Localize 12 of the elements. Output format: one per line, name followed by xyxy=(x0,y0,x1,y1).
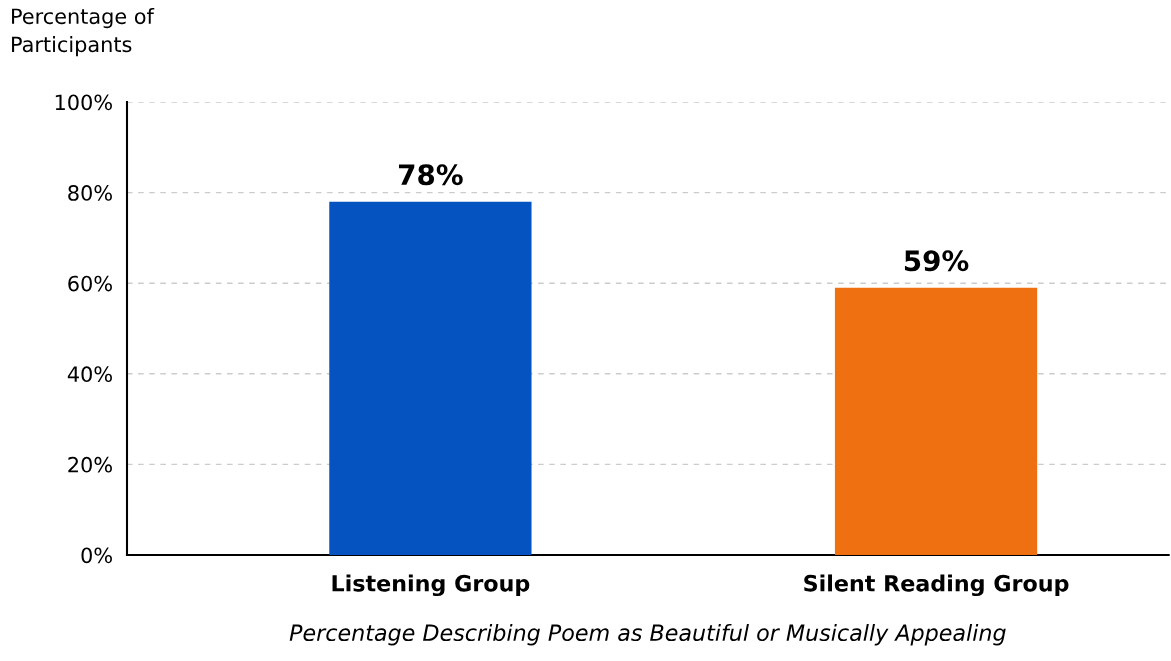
y-tick-label: 0% xyxy=(81,547,112,564)
y-axis-title: Percentage of Participants xyxy=(12,8,155,57)
data-label: 78% xyxy=(399,164,463,186)
y-tick-label: 60% xyxy=(68,275,112,292)
x-axis-title: Percentage Describing Poem as Beautiful or Musically Appealing xyxy=(289,623,1006,646)
y-tick-label: 80% xyxy=(68,185,112,201)
y-tick-label: 100% xyxy=(55,94,112,111)
x-tick-label: Silent Reading Group xyxy=(804,574,1069,597)
data-label: 59% xyxy=(904,250,969,272)
x-tick-label: Listening Group xyxy=(332,574,530,597)
y-tick-label: 20% xyxy=(68,456,112,473)
y-tick-label: 40% xyxy=(67,366,112,383)
